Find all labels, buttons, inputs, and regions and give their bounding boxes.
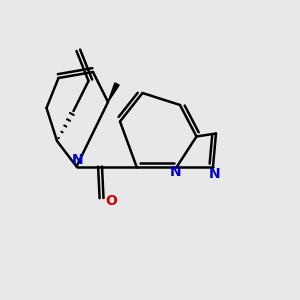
Polygon shape (108, 83, 119, 102)
Text: N: N (72, 154, 84, 167)
Text: N: N (209, 167, 220, 181)
Text: N: N (170, 166, 181, 179)
Text: O: O (105, 194, 117, 208)
